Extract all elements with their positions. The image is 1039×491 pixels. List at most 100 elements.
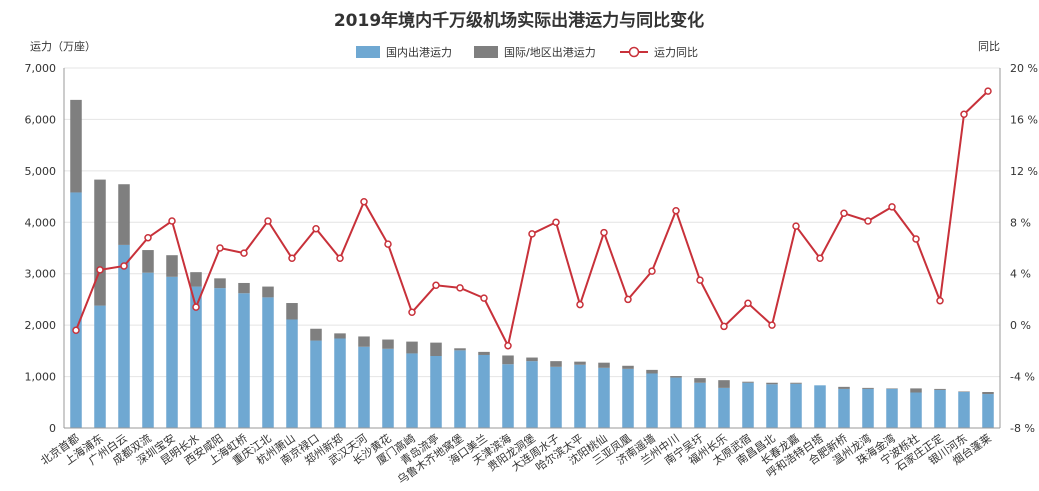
yoy-series-line: [75, 90, 989, 349]
chart-title: 2019年境内千万级机场实际出港运力与同比变化: [334, 10, 704, 31]
bar-domestic: [166, 276, 178, 428]
bar-domestic: [190, 286, 202, 428]
yoy-point: [792, 222, 800, 230]
bar-domestic: [814, 385, 826, 428]
bar-domestic: [766, 384, 778, 428]
yoy-point: [720, 322, 728, 331]
y-tick-label: 6,000: [25, 113, 57, 126]
bar-domestic: [910, 392, 922, 428]
bar-international: [598, 362, 610, 368]
bar-domestic: [718, 387, 730, 428]
bar-international: [718, 380, 730, 388]
bar-domestic: [142, 272, 154, 428]
legend-swatch-marker: [628, 46, 640, 58]
yoy-point: [240, 249, 248, 257]
bar-international: [94, 179, 106, 306]
bar-domestic: [214, 288, 226, 428]
legend-swatch: [474, 46, 498, 58]
bar-domestic: [358, 346, 370, 428]
y-tick-label: 5,000: [25, 165, 57, 178]
yoy-point: [600, 228, 608, 237]
y2-tick-label: 8 %: [1010, 216, 1031, 229]
legend-label: 国内出港运力: [386, 45, 452, 59]
bar-international: [742, 381, 754, 383]
bar-domestic: [838, 388, 850, 428]
yoy-point: [216, 244, 224, 252]
bar-international: [670, 376, 682, 378]
bar-international: [454, 348, 466, 351]
bar-domestic: [310, 340, 322, 428]
bar-international: [694, 378, 706, 383]
y-tick-label: 4,000: [25, 216, 57, 229]
y2-tick-label: 0 %: [1010, 319, 1031, 332]
legend-swatch: [356, 46, 380, 58]
y2-tick-label: -4 %: [1010, 371, 1035, 384]
y-tick-label: 0: [49, 422, 56, 435]
bar-international: [646, 369, 658, 374]
bar-international: [358, 336, 370, 347]
bar-domestic: [94, 305, 106, 428]
bar-international: [70, 99, 82, 193]
y2-tick-label: -8 %: [1010, 422, 1035, 435]
bar-international: [286, 303, 298, 320]
y2-tick-label: 12 %: [1010, 165, 1038, 178]
yoy-point: [96, 266, 104, 274]
yoy-point: [192, 303, 200, 311]
bar-international: [982, 392, 994, 395]
bar-international: [550, 361, 562, 367]
bar-domestic: [574, 364, 586, 428]
bar-domestic: [934, 389, 946, 428]
bar-international: [214, 278, 226, 289]
bar-international: [766, 382, 778, 385]
yoy-point: [984, 87, 992, 95]
bar-international: [886, 388, 898, 389]
yoy-point: [840, 209, 848, 218]
yoy-point: [768, 321, 776, 329]
y-tick-label: 3,000: [25, 268, 57, 281]
bar-international: [310, 328, 322, 341]
yoy-point: [384, 240, 392, 248]
bar-domestic: [70, 192, 82, 428]
bar-international: [190, 272, 202, 287]
yoy-point: [288, 254, 296, 263]
bars: [70, 99, 994, 428]
bar-international: [118, 184, 130, 245]
bar-international: [934, 388, 946, 390]
y-tick-label: 7,000: [25, 62, 57, 75]
bar-international: [382, 339, 394, 349]
bar-international: [166, 255, 178, 277]
bar-domestic: [598, 367, 610, 428]
yoy-point: [576, 300, 584, 309]
bar-domestic: [982, 394, 994, 428]
bar-international: [790, 382, 802, 384]
bar-domestic: [430, 356, 442, 428]
yoy-point: [120, 262, 128, 270]
yoy-point: [432, 281, 440, 290]
bar-domestic: [694, 382, 706, 428]
bar-domestic: [526, 361, 538, 428]
bar-domestic: [238, 293, 250, 428]
y-tick-label: 1,000: [25, 371, 57, 384]
bar-domestic: [958, 392, 970, 428]
bar-domestic: [886, 388, 898, 428]
bar-domestic: [406, 353, 418, 428]
bar-domestic: [862, 388, 874, 428]
yoy-point: [672, 206, 680, 215]
bar-international: [406, 341, 418, 354]
yoy-point: [696, 276, 704, 284]
bar-domestic: [622, 368, 634, 428]
y2-axis-title: 同比: [978, 40, 1000, 53]
bar-international: [622, 365, 634, 369]
bar-international: [262, 286, 274, 298]
bar-domestic: [742, 382, 754, 428]
bar-international: [838, 386, 850, 389]
y2-tick-label: 20 %: [1010, 62, 1038, 75]
yoy-point: [888, 203, 896, 211]
yoy-point: [144, 233, 152, 242]
bar-domestic: [382, 348, 394, 428]
y-tick-label: 2,000: [25, 319, 57, 332]
yoy-point: [360, 197, 368, 206]
bar-international: [910, 388, 922, 393]
bar-international: [478, 351, 490, 355]
